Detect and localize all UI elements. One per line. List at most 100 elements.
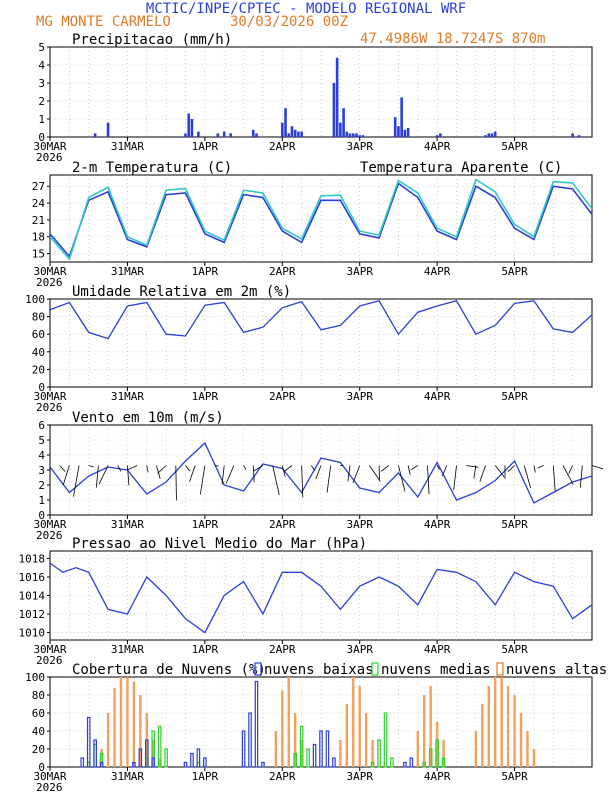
temp-xtick-label: 5APR (501, 265, 528, 278)
precip-xtick-label: 2APR (269, 140, 296, 153)
wind-arrow (59, 465, 66, 472)
cloud-legend-swatch (496, 662, 504, 676)
cloud-high-bar (345, 704, 349, 767)
humidity-title: Umidade Relativa em 2m (%) (72, 284, 291, 300)
wind-arrow (494, 465, 506, 479)
wind-arrow (88, 465, 94, 468)
precip-bar (287, 133, 291, 137)
precip-bar (348, 133, 352, 137)
cloud-mid-bar (293, 752, 297, 768)
wind-arrow (156, 465, 161, 479)
precip-bar (403, 129, 407, 137)
humidity-xtick-label: 3APR (346, 390, 373, 403)
cloud-high-bar (106, 713, 110, 767)
humidity-xtick-label: 2APR (269, 390, 296, 403)
cloud-legend-swatch (254, 662, 262, 676)
cloud-low-bar (248, 712, 252, 768)
precip-bar (335, 57, 339, 137)
humidity-xtick-label: 4APR (424, 390, 451, 403)
temp-series-1 (49, 178, 593, 261)
cloud-high-bar (152, 740, 155, 767)
precip-year-label: 2026 (36, 151, 63, 164)
cloud-high-bar (526, 731, 529, 767)
cloud-high-bar (371, 740, 374, 767)
precip-bar (197, 131, 200, 137)
precip-ytick-label: 0 (38, 131, 45, 144)
wind-arrow (98, 465, 109, 485)
wind-xtick-label: 3APR (346, 518, 373, 531)
humidity-xtick-label: 30MAR (33, 390, 66, 403)
wind-ytick-label: 3 (38, 464, 45, 477)
wind-arrow (591, 465, 604, 470)
location-label: MG MONTE CARMELO (36, 14, 171, 30)
precip-bar (293, 129, 297, 137)
wind-xtick-label: 31MAR (111, 518, 144, 531)
humidity-year-label: 2026 (36, 401, 63, 414)
wind-arrow (398, 465, 406, 492)
precip-bar (297, 131, 300, 137)
cloud-mid-bar (299, 725, 304, 768)
wind-arrow (326, 465, 332, 493)
cloud-mid-bar (370, 761, 375, 768)
cloud-high-bar (119, 677, 123, 767)
cloud-low-bar (312, 743, 317, 768)
pressure-xtick-label: 5APR (501, 643, 528, 656)
wind-xtick-label: 1APR (192, 518, 219, 531)
cloud-low-bar (86, 716, 91, 768)
temp-year-label: 2026 (36, 276, 63, 289)
precip-xtick-label: 4APR (424, 140, 451, 153)
clouds-xtick-label: 31MAR (111, 770, 144, 783)
temp-xtick-label: 3APR (346, 265, 373, 278)
cloud-high-bar (352, 677, 355, 767)
precip-bar (493, 131, 497, 137)
precip-bar (358, 135, 362, 137)
pressure-ytick-label: 1012 (19, 608, 46, 621)
wind-arrow (272, 465, 280, 495)
wind-arrow (126, 465, 138, 471)
clouds-xtick-label: 3APR (346, 770, 373, 783)
wind-xtick-label: 4APR (424, 518, 451, 531)
temp-xtick-label: 31MAR (111, 265, 144, 278)
wind-ytick-label: 2 (38, 479, 45, 492)
clouds-xtick-label: 5APR (501, 770, 528, 783)
wind-arrow (185, 465, 191, 472)
cloud-low-bar (254, 680, 259, 768)
clouds-xtick-label: 4APR (424, 770, 451, 783)
precip-bar (361, 135, 365, 137)
cloud-low-bar (409, 757, 414, 768)
cloud-low-bar (183, 761, 188, 768)
precip-bar (487, 133, 491, 137)
clouds-ytick-label: 0 (38, 761, 45, 774)
pressure-xtick-label: 31MAR (111, 643, 144, 656)
wind-ytick-label: 0 (38, 509, 45, 522)
wind-arrow (301, 465, 304, 498)
temp-xtick-label: 4APR (424, 265, 451, 278)
humidity-xtick-label: 5APR (501, 390, 528, 403)
cloud-low-bar (151, 757, 156, 768)
precip-bar (280, 122, 284, 137)
temp-ytick-label: 27 (32, 180, 45, 193)
precip-bar (216, 133, 220, 137)
cloud-high-bar (481, 704, 484, 767)
precip-xtick-label: 1APR (192, 140, 219, 153)
wind-arrow (441, 465, 448, 477)
wind-arrow (283, 465, 293, 472)
cloud-low-bar (332, 757, 336, 768)
cloud-low-bar (99, 761, 104, 768)
wind-xtick-label: 2APR (269, 518, 296, 531)
cloud-mid-bar (422, 761, 427, 768)
wind-arrow (407, 465, 411, 475)
cloud-mid-bar (441, 757, 446, 768)
precip-bar (222, 131, 226, 137)
wind-title: Vento em 10m (m/s) (72, 410, 224, 426)
pressure-ytick-label: 1014 (19, 590, 46, 603)
cloud-low-bar (144, 739, 149, 768)
wind-xtick-label: 5APR (501, 518, 528, 531)
wind-arrow (380, 465, 389, 472)
wind-arrow (479, 465, 486, 482)
precip-bar (571, 133, 574, 137)
wind-arrow (507, 465, 515, 472)
wind-arrow (453, 465, 457, 491)
wind-arrow (221, 465, 225, 485)
precip-xtick-label: 5APR (501, 140, 528, 153)
